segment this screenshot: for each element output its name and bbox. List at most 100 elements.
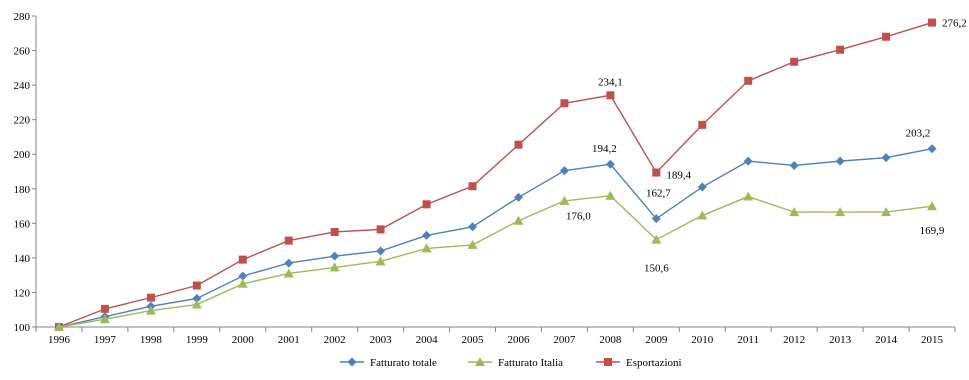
data-point-fatturato-italia [743, 191, 754, 201]
data-point-esportazioni [560, 99, 569, 108]
data-point-fatturato-italia [835, 207, 846, 217]
y-tick-label: 260 [14, 46, 31, 58]
series-layer [53, 18, 938, 332]
data-point-fatturato-italia [559, 195, 570, 205]
data-point-fatturato-italia [191, 299, 202, 309]
x-tick-label: 2014 [875, 334, 898, 346]
x-tick-label: 2004 [416, 334, 439, 346]
data-point-fatturato-italia [375, 256, 386, 266]
data-point-fatturato-totale [927, 144, 937, 154]
x-tick-label: 2015 [921, 334, 944, 346]
data-point-esportazioni [606, 91, 615, 100]
data-point-fatturato-totale [743, 156, 753, 166]
data-point-esportazioni [790, 57, 799, 66]
x-tick-label: 2012 [783, 334, 805, 346]
data-point-fatturato-italia [237, 278, 248, 288]
x-tick-label: 2001 [278, 334, 300, 346]
data-point-esportazioni [928, 18, 937, 27]
data-point-fatturato-totale [330, 251, 340, 261]
x-tick-label: 1999 [186, 334, 209, 346]
x-tick-label: 1997 [94, 334, 117, 346]
series-esportazioni [54, 18, 937, 331]
data-point-esportazioni [100, 304, 109, 313]
data-point-fatturato-totale [513, 192, 523, 202]
series-line-fatturato-italia [58, 194, 933, 328]
legend-marker-fatturato-italia [475, 357, 485, 366]
data-point-fatturato-totale [835, 156, 845, 166]
x-tick-label: 2009 [645, 334, 668, 346]
data-point-fatturato-totale [192, 293, 202, 303]
data-label: 169,9 [920, 225, 945, 237]
data-point-fatturato-italia [467, 239, 478, 249]
x-tick-label: 2000 [232, 334, 255, 346]
data-point-fatturato-totale [789, 160, 799, 170]
data-label: 194,2 [592, 143, 617, 155]
data-point-esportazioni [146, 293, 155, 302]
data-label: 203,2 [906, 128, 931, 140]
legend-marker-fatturato-totale [347, 357, 357, 367]
data-point-fatturato-totale [559, 166, 569, 176]
x-tick-label: 2005 [462, 334, 485, 346]
data-point-esportazioni [376, 225, 385, 234]
y-tick-label: 280 [14, 11, 31, 23]
axes: 100 120 140 160 180 200 220 240 260 280 1996 1997 19… [14, 11, 956, 346]
y-tick-label: 160 [14, 218, 31, 230]
legend-marker-esportazioni [604, 358, 612, 366]
data-point-esportazioni [514, 140, 523, 149]
legend-item-fatturato-totale: Fatturato totale [340, 357, 437, 369]
y-tick-label: 120 [14, 287, 31, 299]
legend-label-fatturato-totale: Fatturato totale [370, 357, 437, 369]
data-point-esportazioni [744, 76, 753, 85]
data-label: 176,0 [566, 211, 591, 223]
legend: Fatturato totale Fatturato Italia Esportaz… [340, 357, 682, 369]
y-tick-label: 240 [14, 80, 31, 92]
series-line-fatturato-totale [58, 148, 933, 328]
data-point-esportazioni [284, 236, 293, 245]
series-fatturato-totale [54, 144, 937, 332]
data-point-fatturato-italia [697, 210, 708, 220]
data-point-fatturato-italia [927, 201, 938, 211]
data-label: 162,7 [646, 188, 671, 200]
data-point-fatturato-totale [605, 159, 615, 169]
data-point-fatturato-totale [238, 271, 248, 281]
x-tick-label: 1996 [48, 334, 71, 346]
data-point-fatturato-totale [881, 153, 891, 163]
data-point-esportazioni [330, 227, 339, 236]
series-line-esportazioni [58, 21, 933, 328]
data-label: 150,6 [644, 263, 669, 275]
legend-label-esportazioni: Esportazioni [626, 357, 682, 369]
data-point-esportazioni [192, 281, 201, 290]
x-tick-label: 2003 [370, 334, 393, 346]
x-tick-label: 1998 [140, 334, 163, 346]
data-point-fatturato-italia [605, 190, 616, 200]
data-label: 189,4 [666, 170, 691, 182]
x-tick-label: 2013 [829, 334, 852, 346]
x-tick-label: 2011 [737, 334, 759, 346]
data-label: 276,2 [942, 18, 967, 30]
data-labels: 234,1 189,4 276,2 194,2 162,7 203,2 176,0 150,6… [566, 18, 967, 275]
data-point-esportazioni [238, 255, 247, 264]
data-point-fatturato-italia [99, 314, 110, 324]
data-point-fatturato-italia [283, 268, 294, 278]
data-point-esportazioni [468, 182, 477, 191]
x-tick-label: 2010 [691, 334, 714, 346]
y-tick-label: 140 [14, 253, 31, 265]
data-point-fatturato-italia [789, 207, 800, 217]
data-point-fatturato-italia [421, 243, 432, 253]
legend-item-fatturato-italia: Fatturato Italia [468, 357, 563, 369]
y-tick-label: 100 [14, 322, 31, 334]
data-point-fatturato-italia [145, 305, 156, 315]
data-point-fatturato-totale [422, 230, 432, 240]
data-point-fatturato-italia [513, 215, 524, 225]
y-tick-label: 200 [14, 149, 31, 161]
data-point-fatturato-totale [284, 258, 294, 268]
series-fatturato-italia [53, 190, 938, 331]
data-point-esportazioni [652, 168, 661, 177]
data-point-fatturato-totale [651, 214, 661, 224]
x-tick-label: 2007 [553, 334, 576, 346]
data-point-esportazioni [836, 45, 845, 54]
data-point-esportazioni [422, 200, 431, 209]
data-point-fatturato-totale [697, 182, 707, 192]
